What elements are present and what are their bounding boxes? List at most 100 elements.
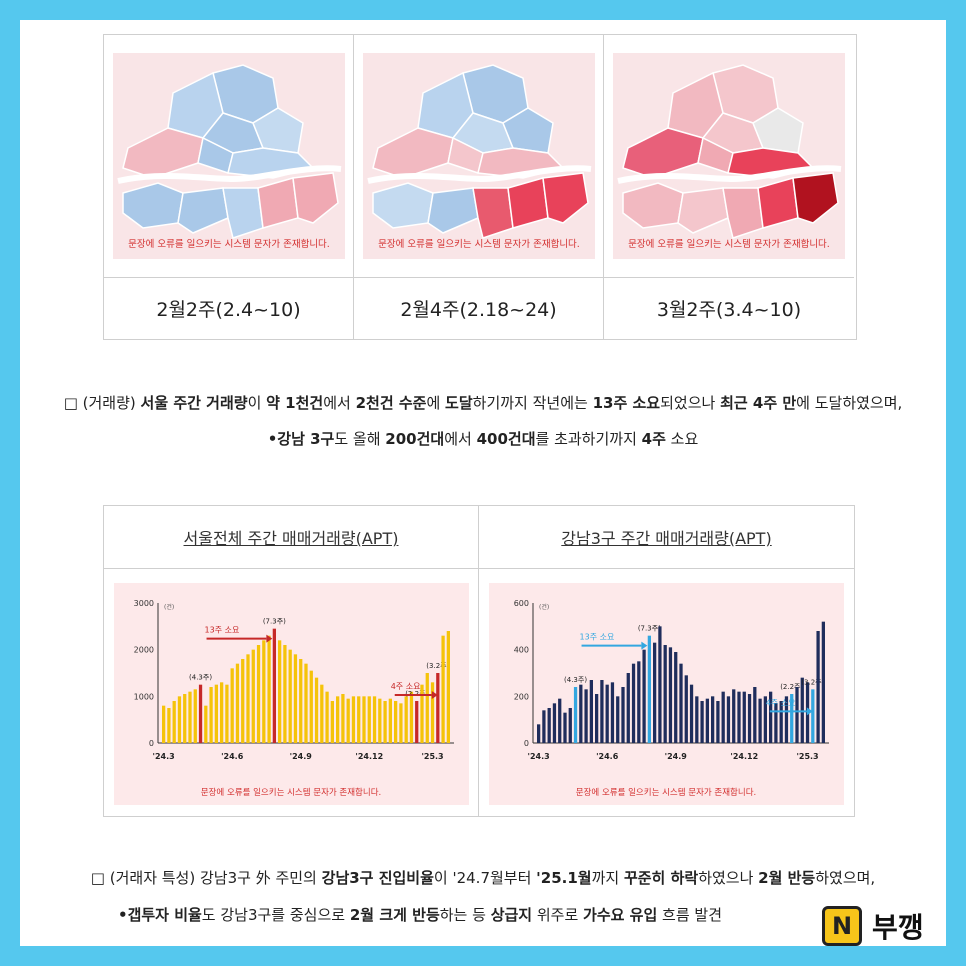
bar (341, 694, 345, 743)
bar (446, 631, 450, 743)
bar (272, 628, 276, 743)
bar (642, 649, 646, 743)
bar (742, 691, 746, 743)
x-tick-label: '24.12 (355, 752, 383, 761)
bar (695, 696, 699, 743)
x-tick-label: '24.9 (290, 752, 313, 761)
bar (610, 682, 615, 743)
bar (721, 691, 725, 743)
bar (616, 696, 620, 743)
unit-label: (건) (164, 603, 174, 611)
bar (732, 689, 736, 743)
brand-logo: N 부깽 (822, 906, 924, 946)
bar (716, 701, 720, 743)
bar (769, 691, 773, 743)
arrow-head (641, 641, 648, 650)
bar (631, 663, 636, 743)
text-segment: 를 초과하기까지 (535, 430, 642, 448)
river (366, 165, 591, 184)
text-segment: 도 강남3구를 중심으로 (201, 906, 350, 924)
map-cell-2: 문장에 오류를 일으키는 시스템 문자가 존재합니다. 2월4주(2.18~24… (354, 35, 604, 339)
bar (605, 684, 609, 743)
bar (351, 696, 356, 743)
bar (600, 680, 604, 743)
bar (278, 640, 282, 743)
bar (241, 659, 245, 743)
bar (537, 724, 541, 743)
bar (357, 696, 361, 743)
map-cell-3: 문장에 오류를 일으키는 시스템 문자가 존재합니다. 3월2주(3.4~10) (604, 35, 854, 339)
bar (679, 663, 683, 743)
district-region (677, 187, 729, 234)
bar (436, 673, 440, 743)
chart-comparison-table: 서울전체 주간 매매거래량(APT) 0 1000 2000 3000 (건) (4.3주… (103, 505, 855, 817)
seoul-map-3: 문장에 오류를 일으키는 시스템 문자가 존재합니다. (604, 35, 854, 278)
bar (251, 649, 255, 743)
page: 문장에 오류를 일으키는 시스템 문자가 존재합니다. 2월2주(2.4~10)… (20, 20, 946, 946)
bar (209, 687, 213, 743)
bar (563, 712, 567, 743)
y-tick-label: 0 (149, 739, 154, 748)
map-error-note: 문장에 오류를 일으키는 시스템 문자가 존재합니다. (628, 238, 830, 250)
text-segment: 하였으나 (698, 869, 759, 887)
bar (737, 691, 741, 743)
text-segment: □ (거래자 특성) 강남3구 外 주민의 (90, 869, 322, 887)
text-segment: 하는 등 (439, 906, 491, 924)
bar (747, 694, 752, 743)
text-segment: 위주로 (532, 906, 584, 924)
river (116, 165, 341, 184)
bar (183, 694, 187, 743)
bar (220, 682, 224, 743)
bar (658, 626, 662, 743)
y-tick-label: 400 (514, 646, 529, 655)
bar (188, 691, 192, 743)
bar (404, 696, 408, 743)
bar (372, 696, 377, 743)
bar (758, 698, 762, 743)
text-segment: 이 '24.7월부터 (433, 869, 537, 887)
bar (367, 696, 371, 743)
bar (753, 687, 757, 743)
chart-error-note: 문장에 오류를 일으키는 시스템 문자가 존재합니다. (576, 787, 756, 798)
bar-data-label: (4.3주) (564, 676, 587, 684)
text-segment: 흐름 발견 (657, 906, 723, 924)
district-region (221, 187, 264, 239)
bar (198, 684, 203, 743)
text-segment: 400건대 (476, 430, 536, 448)
text-segment: 하였으며, (815, 869, 876, 887)
annotation-label: 4주 소요 (391, 682, 421, 691)
chart-title-gangnam: 강남3구 주간 매매거래량(APT) (479, 506, 854, 569)
arrow-head (266, 634, 273, 643)
text-segment: •갭투자 비율 (117, 906, 202, 924)
text-segment: □ (거래량) (63, 394, 141, 412)
bar (552, 703, 557, 743)
annotation-label: 4주 소요 (766, 698, 796, 707)
x-tick-label: '24.6 (596, 752, 619, 761)
bar-data-label: (7.3주) (263, 618, 286, 626)
bar-data-label: (4.3주) (189, 674, 212, 682)
text-segment: 되었으나 (660, 394, 721, 412)
district-region (251, 107, 304, 154)
bar (225, 684, 229, 743)
text-segment: 도달 (445, 394, 473, 412)
bar (299, 659, 303, 743)
text-segment: 하기까지 작년에는 (472, 394, 593, 412)
y-tick-label: 3000 (134, 599, 154, 608)
y-tick-label: 200 (514, 692, 529, 701)
y-tick-label: 0 (524, 739, 529, 748)
text-segment: 도 올해 (334, 430, 386, 448)
bar (336, 696, 340, 743)
chart-title-seoul: 서울전체 주간 매매거래량(APT) (104, 506, 478, 569)
map-cell-1: 문장에 오류를 일으키는 시스템 문자가 존재합니다. 2월2주(2.4~10) (104, 35, 354, 339)
bar (821, 621, 825, 743)
bar (346, 698, 350, 743)
text-segment: '25.1월 (536, 869, 592, 887)
district-region (722, 187, 764, 239)
bar (172, 701, 176, 743)
text-segment: 약 1천건 (266, 394, 324, 412)
bar-data-label: (2.2주) (780, 683, 803, 691)
bar (162, 705, 166, 743)
bar (568, 708, 572, 743)
x-tick-label: '24.3 (528, 752, 550, 761)
bar (177, 696, 182, 743)
